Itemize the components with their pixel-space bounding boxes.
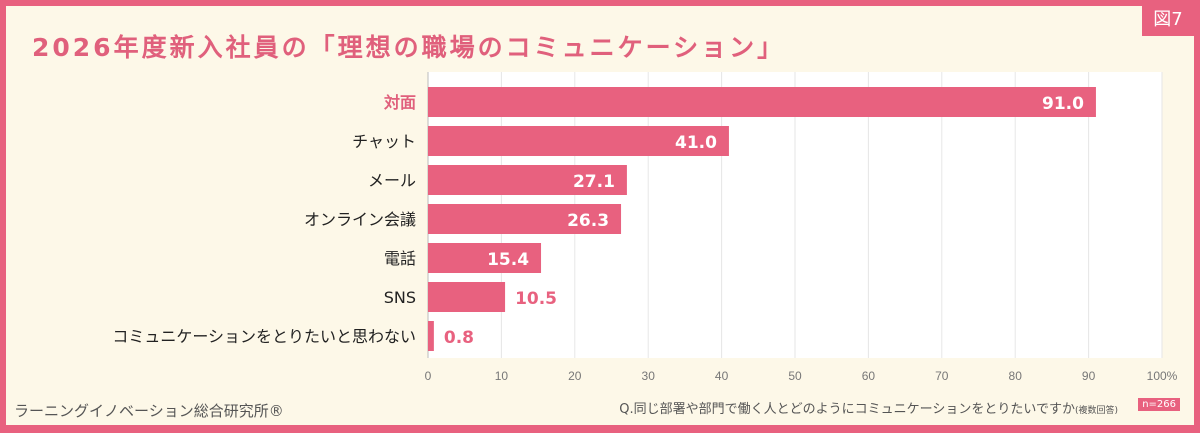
value-label: 27.1 [573, 172, 615, 192]
x-tick-label: 0 [425, 369, 432, 383]
bar [428, 321, 434, 351]
sample-size-badge: n=266 [1138, 398, 1180, 411]
value-label: 10.5 [515, 289, 557, 309]
x-tick-label: 80 [1009, 369, 1023, 383]
question-note: (複数回答) [1074, 406, 1118, 416]
bar [428, 204, 622, 234]
bar [428, 282, 506, 312]
value-label: 26.3 [567, 211, 609, 231]
x-tick-label: 20 [568, 369, 582, 383]
x-tick-label: 10 [495, 369, 509, 383]
survey-question: Q.同じ部署や部門で働く人とどのようにコミュニケーションをとりたいですか(複数回… [619, 398, 1118, 417]
bar [428, 243, 542, 273]
value-label: 91.0 [1042, 94, 1084, 114]
source-label: ラーニングイノベーション総合研究所® [14, 402, 284, 420]
x-tick-label: 90 [1082, 369, 1096, 383]
bar [428, 87, 1096, 117]
category-label: 対面 [383, 93, 416, 112]
question-text: Q.同じ部署や部門で働く人とどのようにコミュニケーションをとりたいですか [619, 402, 1075, 417]
category-label: オンライン会議 [304, 210, 416, 229]
x-tick-label: 60 [862, 369, 876, 383]
value-label: 0.8 [444, 328, 474, 348]
value-label: 15.4 [487, 250, 529, 270]
bar [428, 165, 627, 195]
category-label: チャット [352, 132, 416, 151]
x-tick-label: 100% [1147, 369, 1178, 383]
x-tick-label: 70 [935, 369, 949, 383]
chart-title: 2026年度新入社員の「理想の職場のコミュニケーション」 [32, 33, 786, 62]
bar [428, 126, 729, 156]
value-label: 41.0 [675, 133, 717, 153]
x-tick-label: 30 [642, 369, 656, 383]
figure-label: 図7 [1142, 6, 1194, 36]
category-label: メール [368, 171, 416, 190]
category-label: SNS [384, 288, 416, 307]
x-tick-label: 50 [788, 369, 802, 383]
category-label: 電話 [384, 249, 416, 268]
x-tick-label: 40 [715, 369, 729, 383]
category-label: コミュニケーションをとりたいと思わない [112, 327, 416, 346]
